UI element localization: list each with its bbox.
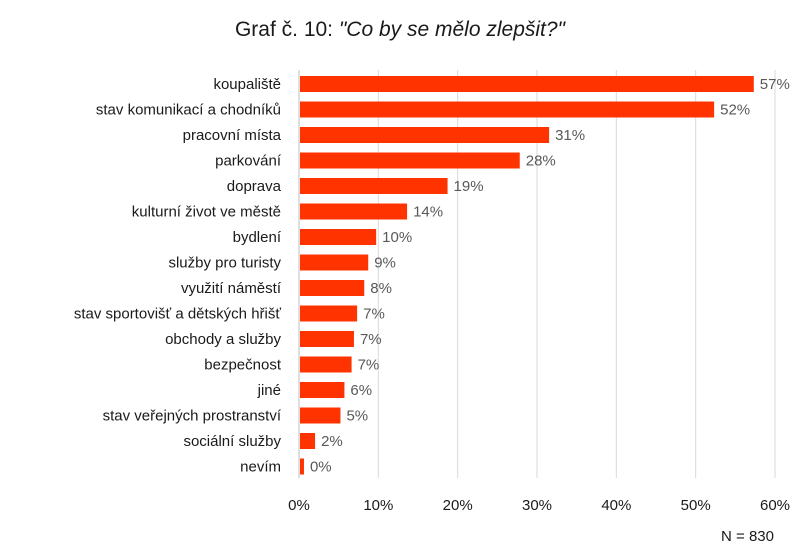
category-label: stav komunikací a chodníků <box>96 102 281 119</box>
bar <box>300 229 377 245</box>
bar <box>300 331 354 347</box>
data-label: 2% <box>321 433 343 450</box>
x-tick-label: 0% <box>288 497 310 514</box>
x-tick-label: 20% <box>443 497 473 514</box>
data-label: 7% <box>358 357 380 374</box>
x-axis-ticks: 0% 10% 20% 30% 40% 50% 60% <box>288 497 790 514</box>
data-label: 28% <box>526 153 556 170</box>
bar <box>300 407 341 424</box>
category-label: koupaliště <box>213 76 281 93</box>
bar <box>300 203 408 220</box>
category-label: služby pro turisty <box>168 255 281 272</box>
x-tick-label: 50% <box>681 497 711 514</box>
value-labels: 57% 52% 31% 28% 19% 14%10% 9% 8% 7% 7% 7% 6% 5%2% 0% <box>310 76 790 476</box>
x-tick-label: 10% <box>363 497 393 514</box>
data-label: 8% <box>370 280 392 297</box>
category-label: kulturní život ve městě <box>132 204 281 221</box>
bar <box>300 280 365 296</box>
data-label: 9% <box>374 255 396 272</box>
x-tick-label: 30% <box>522 497 552 514</box>
category-labels: koupaliště stav komunikací a chodníků prac… <box>74 76 282 476</box>
data-label: 7% <box>360 331 382 348</box>
data-label: 5% <box>346 408 368 425</box>
chart-title: Graf č. 10: "Co by se mělo zlepšit?" <box>235 18 567 41</box>
category-label: pracovní místa <box>183 127 282 144</box>
category-label: bydlení <box>233 229 282 246</box>
bar <box>300 382 345 398</box>
x-tick-label: 60% <box>760 497 790 514</box>
data-label: 7% <box>363 306 385 323</box>
x-tick-label: 40% <box>601 497 631 514</box>
sample-size-note: N = 830 <box>721 528 774 545</box>
category-label: jiné <box>257 382 281 399</box>
bar <box>300 178 448 194</box>
chart-title-prefix: Graf č. 10: <box>235 18 339 41</box>
data-label: 10% <box>382 229 412 246</box>
bar <box>300 433 316 449</box>
category-label: obchody a služby <box>165 331 281 348</box>
category-label: bezpečnost <box>204 357 282 374</box>
category-label: parkování <box>215 153 282 170</box>
bar <box>300 127 550 143</box>
data-label: 0% <box>310 459 332 476</box>
category-label: nevím <box>240 459 281 476</box>
data-label: 31% <box>555 127 585 144</box>
category-label: využití náměstí <box>181 280 282 297</box>
category-label: stav veřejných prostranství <box>103 408 282 425</box>
chart-title-question: "Co by se mělo zlepšit?" <box>339 18 567 41</box>
category-label: doprava <box>227 178 282 195</box>
bar <box>300 101 715 118</box>
data-label: 19% <box>454 178 484 195</box>
data-label: 57% <box>760 76 790 93</box>
bar <box>300 76 754 92</box>
data-label: 52% <box>720 102 750 119</box>
category-label: sociální služby <box>183 433 281 450</box>
bars <box>300 76 754 475</box>
bar <box>300 356 352 373</box>
data-label: 6% <box>350 382 372 399</box>
category-label: stav sportovišť a dětských hřišť <box>74 306 282 323</box>
bar <box>300 458 304 475</box>
bar <box>300 305 358 322</box>
data-label: 14% <box>413 204 443 221</box>
bar <box>300 254 369 271</box>
bar <box>300 152 520 169</box>
